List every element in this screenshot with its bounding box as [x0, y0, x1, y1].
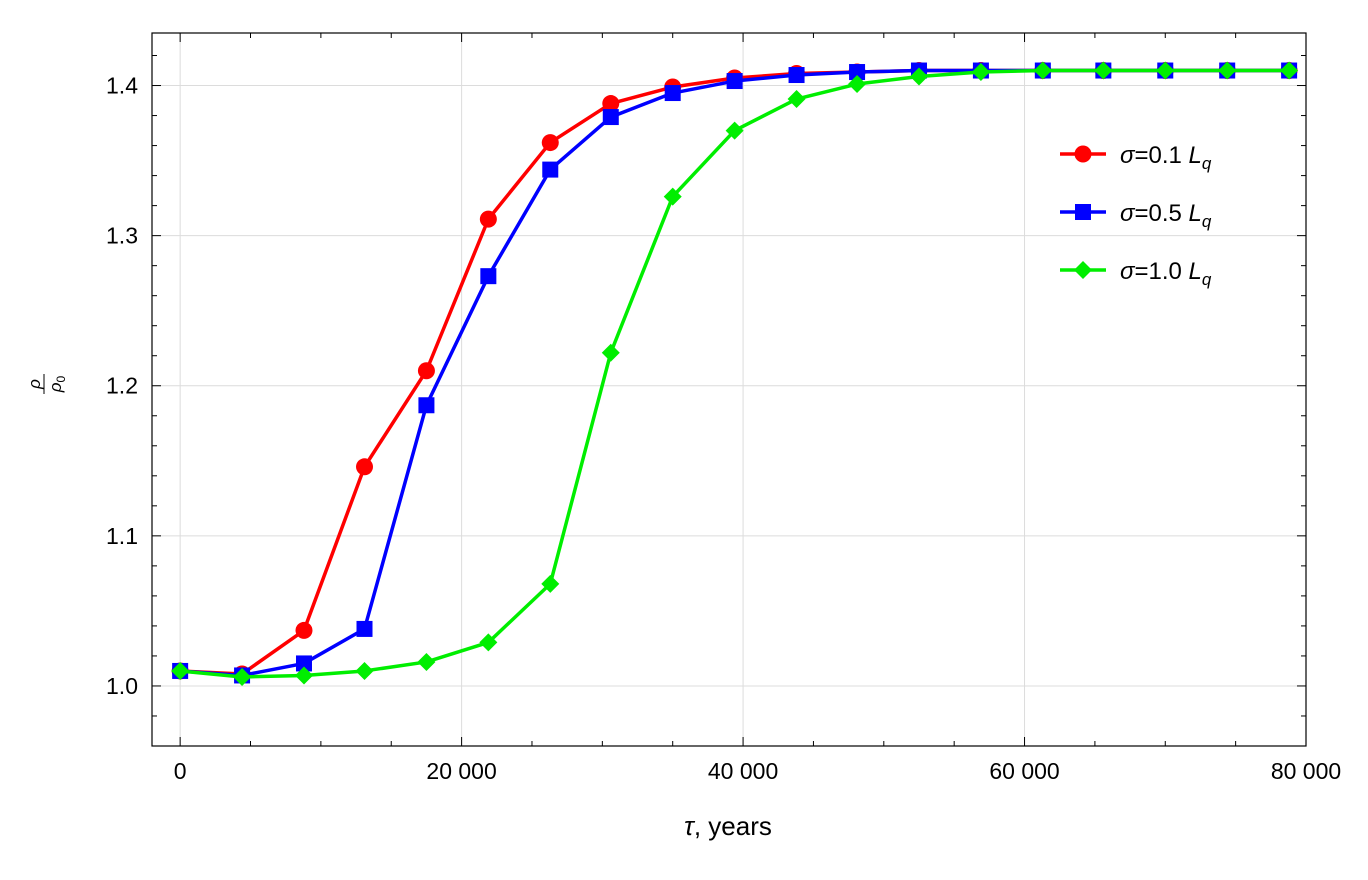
- y-axis-label-denominator: ρ0: [46, 375, 68, 393]
- legend-label: σ=1.0 Lq: [1120, 258, 1212, 289]
- legend-item: σ=0.5 Lq: [1060, 200, 1212, 231]
- legend-swatch-marker: [1074, 145, 1092, 163]
- data-point: [1218, 61, 1237, 80]
- data-point: [787, 90, 806, 109]
- data-point: [356, 620, 373, 637]
- x-axis-label-text: , years: [694, 811, 772, 841]
- data-point: [849, 64, 866, 81]
- x-axis-label: τ, years: [684, 811, 772, 841]
- data-point: [1280, 61, 1299, 80]
- series-3: [171, 61, 1299, 686]
- legend-label: σ=0.1 Lq: [1120, 142, 1212, 173]
- x-tick-label: 0: [174, 758, 187, 784]
- legend-item: σ=1.0 Lq: [1060, 258, 1212, 289]
- data-point: [971, 63, 990, 82]
- x-tick-label: 40 000: [708, 758, 778, 784]
- data-point: [479, 633, 498, 652]
- y-tick-label: 1.3: [106, 223, 138, 249]
- data-point: [233, 667, 252, 686]
- data-point: [602, 95, 620, 113]
- data-point: [1156, 61, 1175, 80]
- data-point: [294, 666, 313, 685]
- data-point: [480, 268, 497, 285]
- series-layer: [171, 61, 1299, 686]
- data-point: [171, 661, 190, 680]
- data-point: [479, 210, 497, 228]
- data-point: [664, 85, 681, 102]
- x-tick-label: 20 000: [426, 758, 496, 784]
- y-axis-label-denominator-symbol: ρ: [46, 382, 65, 393]
- data-point: [725, 121, 744, 140]
- data-point: [417, 652, 436, 671]
- legend-label: σ=0.5 Lq: [1120, 200, 1212, 231]
- legend-swatch-marker: [1075, 204, 1091, 220]
- y-tick-label: 1.1: [106, 523, 138, 549]
- axis-ticks: 0 20 000 40 000 60 000 80 000 1.0 1.1 1.2 1.3 1.4: [106, 33, 1341, 784]
- x-tick-label: 80 000: [1271, 758, 1341, 784]
- data-point: [602, 109, 619, 126]
- x-axis-label-symbol: τ: [684, 811, 696, 841]
- data-point: [541, 574, 560, 593]
- data-point: [909, 67, 928, 86]
- plot-frame: [151, 32, 1307, 747]
- data-point: [417, 362, 435, 380]
- y-tick-label: 1.2: [106, 373, 138, 399]
- legend: σ=0.1 Lq σ=0.5 Lq σ=1.0 Lq: [1060, 142, 1212, 289]
- y-axis-label: ρ ρ0: [25, 374, 68, 394]
- x-tick-label: 60 000: [989, 758, 1059, 784]
- data-point: [295, 655, 312, 672]
- data-point: [295, 621, 313, 639]
- data-point: [1033, 61, 1052, 80]
- data-point: [541, 134, 559, 152]
- data-point: [1094, 61, 1113, 80]
- y-tick-label: 1.0: [106, 673, 138, 699]
- data-point: [726, 73, 743, 90]
- data-point: [663, 187, 682, 206]
- data-point: [355, 661, 374, 680]
- legend-swatch-marker: [1074, 261, 1092, 279]
- data-point: [788, 67, 805, 84]
- legend-item: σ=0.1 Lq: [1060, 142, 1212, 173]
- grid: [152, 33, 1307, 746]
- data-point: [356, 458, 374, 476]
- data-point: [601, 343, 620, 362]
- y-axis-label-denominator-sub: 0: [54, 375, 68, 382]
- y-axis-label-numerator: ρ: [25, 379, 44, 390]
- data-point: [418, 397, 435, 414]
- data-point: [542, 161, 559, 178]
- data-point: [848, 75, 867, 94]
- y-tick-label: 1.4: [106, 73, 138, 99]
